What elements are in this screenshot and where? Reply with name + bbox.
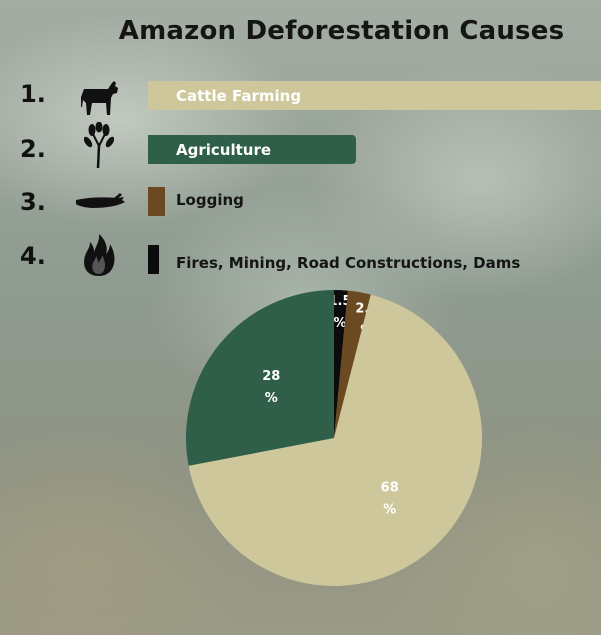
legend-label-logging: Logging [176, 191, 244, 209]
pie-label-agriculture: 28% [262, 369, 280, 406]
legend-number-1: 1. [20, 80, 46, 108]
legend-bar-logging [148, 187, 165, 216]
legend-number-3: 3. [20, 188, 46, 216]
cow-icon [81, 81, 118, 115]
legend-label-cattle-farming: Cattle Farming [176, 87, 302, 105]
legend-label-fires-mining: Fires, Mining, Road Constructions, Dams [176, 254, 521, 272]
fire-icon [84, 234, 115, 276]
pie-label-cattle-farming: 68% [381, 480, 399, 517]
legend-label-agriculture: Agriculture [176, 141, 272, 159]
pie-slice-fires-mining [334, 290, 348, 438]
legend-number-2: 2. [20, 135, 46, 163]
legend-number-4: 4. [20, 242, 46, 270]
log-icon [76, 193, 125, 208]
legend-bar-cattle-farming [148, 81, 601, 110]
pie-label-fires-mining: 1.5% [328, 294, 351, 331]
legend-bar-agriculture [148, 135, 356, 164]
page-title: Amazon Deforestation Causes [118, 16, 565, 46]
pie-slice-logging [334, 290, 371, 438]
plant-icon [84, 122, 114, 169]
legend-bar-fires-mining [148, 245, 159, 274]
pie-slice-cattle-farming [188, 294, 482, 586]
pie-slice-agriculture [185, 290, 334, 466]
